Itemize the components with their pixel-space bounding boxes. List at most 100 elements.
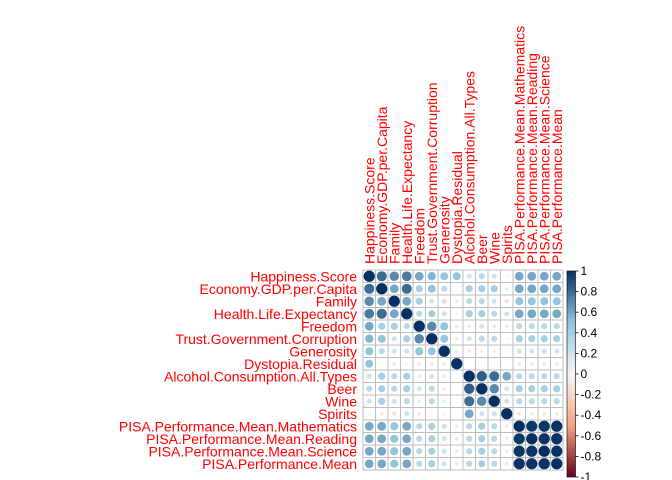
correlation-circle: [501, 408, 513, 420]
correlation-circle: [414, 271, 424, 281]
column-label: Health.Life.Expectancy: [399, 121, 415, 264]
correlation-circle: [502, 371, 512, 381]
correlation-circle: [428, 422, 436, 430]
correlation-circle: [504, 436, 509, 441]
correlation-circle: [454, 436, 459, 441]
correlation-circle: [415, 297, 423, 305]
correlation-circle: [479, 323, 485, 329]
correlation-circle: [428, 460, 436, 468]
row-label: Wine: [325, 393, 357, 409]
correlation-circle: [378, 322, 386, 330]
correlation-circle: [391, 398, 397, 404]
correlation-circle: [552, 284, 562, 294]
correlation-circle: [416, 310, 423, 317]
column-label: PISA.Performance.Mean: [549, 109, 565, 264]
correlation-circle: [515, 385, 523, 393]
correlation-circle: [377, 434, 387, 444]
correlation-circle: [442, 399, 447, 404]
correlation-circle: [513, 420, 525, 432]
correlation-circle: [516, 348, 522, 354]
correlation-circle: [529, 361, 534, 366]
correlation-circle: [528, 385, 536, 393]
correlation-circle: [539, 271, 549, 281]
correlation-circle: [367, 412, 371, 416]
correlation-circle: [428, 447, 436, 455]
correlation-circle: [514, 284, 524, 294]
row-label: Generosity: [289, 343, 357, 359]
correlation-circle: [492, 349, 497, 354]
colorbar-tick-label: 0.6: [581, 305, 598, 319]
correlation-circle: [527, 271, 537, 281]
correlation-circle: [438, 345, 450, 357]
correlation-circle: [378, 372, 386, 380]
row-label: Health.Life.Expectancy: [214, 306, 357, 322]
correlation-circle: [529, 411, 534, 416]
correlation-circle: [514, 271, 524, 281]
column-label: PISA.Performance.Mean.Science: [536, 55, 552, 264]
correlation-circle: [401, 271, 412, 282]
column-label: Dystopia.Residual: [449, 151, 465, 264]
correlation-circle: [454, 449, 459, 454]
correlation-circle: [376, 308, 387, 319]
correlation-circle: [441, 285, 448, 292]
correlation-circle: [553, 385, 561, 393]
correlation-circle: [463, 370, 475, 382]
correlation-circle: [479, 411, 485, 417]
correlation-circle: [402, 459, 412, 469]
correlation-circle: [505, 349, 509, 353]
correlation-circle: [491, 411, 497, 417]
row-label: Dystopia.Residual: [244, 356, 357, 372]
correlation-circle: [539, 309, 549, 319]
correlation-circle: [403, 398, 410, 405]
correlation-circle: [553, 398, 560, 405]
correlation-circle: [390, 422, 399, 431]
correlation-circle: [513, 458, 525, 470]
column-label: PISA.Performance.Mean.Mathematics: [511, 26, 527, 264]
correlation-circle: [401, 283, 412, 294]
colorbar-tick-label: 0.4: [581, 326, 598, 340]
row-label: Beer: [327, 381, 357, 397]
correlation-circle: [365, 347, 374, 356]
row-label: Economy.GDP.per.Capita: [200, 281, 358, 297]
column-label: Wine: [486, 232, 502, 264]
correlation-circle: [504, 286, 509, 291]
correlation-circle: [364, 434, 374, 444]
correlation-circle: [541, 398, 548, 405]
colorbar-tick-label: -0.6: [581, 429, 602, 443]
correlation-circle: [377, 334, 386, 343]
correlation-circle: [528, 335, 536, 343]
correlation-circle: [401, 308, 413, 320]
correlation-circle: [504, 461, 509, 466]
correlation-circle: [402, 421, 412, 431]
correlation-circle: [379, 411, 384, 416]
correlation-circle: [441, 448, 447, 454]
correlation-circle: [538, 458, 550, 470]
correlation-circle: [454, 324, 459, 329]
correlation-circle: [491, 335, 498, 342]
correlation-circle: [403, 335, 411, 343]
correlation-circle: [364, 321, 374, 331]
correlation-circle: [504, 311, 510, 317]
correlation-circle: [505, 337, 509, 341]
column-label: Happiness.Score: [361, 157, 377, 264]
correlation-circle: [414, 334, 424, 344]
correlation-circle: [465, 285, 473, 293]
correlation-circle: [404, 411, 410, 417]
correlation-circle: [390, 322, 398, 330]
correlation-circle: [428, 398, 435, 405]
correlation-circle: [417, 399, 422, 404]
correlation-circle: [364, 296, 374, 306]
correlation-circle: [454, 349, 459, 354]
correlation-circle: [389, 309, 399, 319]
correlation-circle: [442, 361, 447, 366]
correlation-circle: [417, 411, 422, 416]
correlation-circle: [517, 361, 522, 366]
correlation-circle: [491, 435, 498, 442]
correlation-circle: [528, 373, 535, 380]
correlation-circle: [429, 298, 435, 304]
row-label: PISA.Performance.Mean.Reading: [146, 431, 357, 447]
correlation-circle: [454, 461, 459, 466]
correlation-circle: [554, 348, 560, 354]
correlation-circle: [364, 283, 375, 294]
